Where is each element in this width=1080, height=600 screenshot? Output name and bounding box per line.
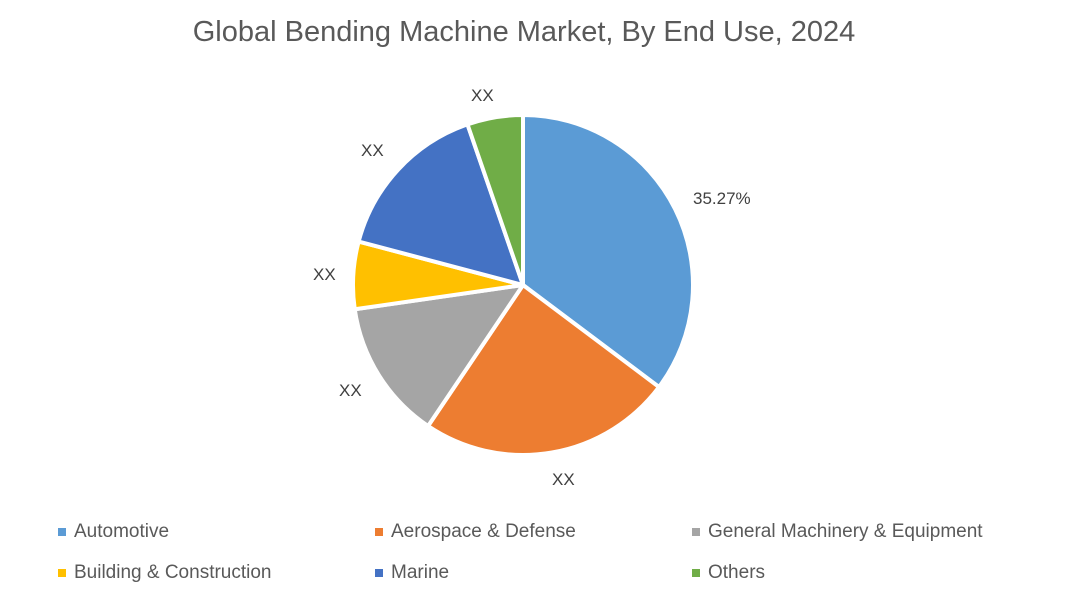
legend-item-general: General Machinery & Equipment bbox=[692, 521, 983, 543]
pie-slice-general-machinery-equipment bbox=[352, 283, 525, 429]
legend-swatch bbox=[692, 569, 700, 577]
legend-swatch bbox=[692, 528, 700, 536]
legend-label: General Machinery & Equipment bbox=[708, 521, 983, 542]
pie-slice-others bbox=[465, 113, 525, 287]
legend-swatch bbox=[58, 528, 66, 536]
legend-item-automotive: Automotive bbox=[58, 521, 169, 543]
label-building: XX bbox=[313, 265, 336, 284]
legend-swatch bbox=[375, 569, 383, 577]
legend-label: Others bbox=[708, 562, 766, 583]
legend-item-aerospace: Aerospace & Defense bbox=[375, 521, 576, 543]
pie-slice-aerospace-defense bbox=[426, 283, 661, 457]
legend-label: Aerospace & Defense bbox=[391, 521, 576, 542]
pie-slice-automotive bbox=[521, 113, 695, 390]
label-automotive: 35.27% bbox=[693, 189, 751, 208]
legend-item-marine: Marine bbox=[375, 562, 449, 584]
pie-slice-marine bbox=[356, 122, 525, 287]
legend-swatch bbox=[58, 569, 66, 577]
legend-swatch bbox=[375, 528, 383, 536]
legend-label: Automotive bbox=[74, 521, 170, 542]
legend-label: Building & Construction bbox=[74, 562, 272, 583]
label-others: XX bbox=[471, 86, 494, 105]
label-marine: XX bbox=[361, 141, 384, 160]
legend-item-others: Others bbox=[692, 562, 765, 584]
chart-title: Global Bending Machine Market, By End Us… bbox=[192, 16, 856, 48]
label-general: XX bbox=[339, 381, 362, 400]
label-aerospace: XX bbox=[552, 470, 575, 489]
legend-item-building: Building & Construction bbox=[58, 562, 272, 584]
legend-label: Marine bbox=[391, 562, 450, 583]
